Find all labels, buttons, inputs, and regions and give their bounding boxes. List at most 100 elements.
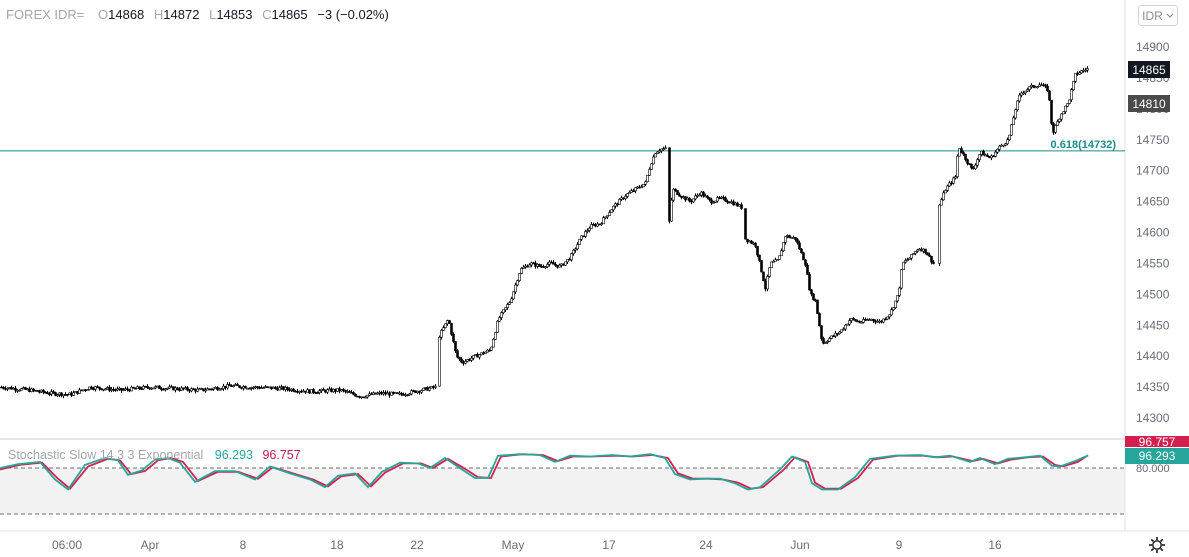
candle-body [1076,72,1079,75]
candle-body [816,299,819,314]
currency-button[interactable]: IDR [1138,5,1178,26]
candle-body [218,388,221,391]
candle-body [624,195,627,199]
candle-body [250,387,253,389]
candle-body [978,154,981,160]
candle-body [844,324,847,330]
candle-body [1060,113,1063,120]
candle-body [46,392,49,395]
candle-body [872,318,875,322]
candle-body [400,392,403,395]
candle-body [54,392,57,396]
candle-body [316,392,319,394]
candle-body [508,302,511,305]
time-tick-label: 9 [896,538,903,552]
candle-body [102,388,105,391]
candle-body [858,320,861,323]
candle-body [546,264,549,268]
time-tick-label: 18 [330,538,344,552]
candle-body [1054,125,1057,133]
price-tick-label: 14450 [1136,318,1170,332]
candle-body [648,169,651,176]
indicator-legend[interactable]: Stochastic Slow 14 3 3 Exponential 96.29… [8,448,301,462]
candle-body [908,257,911,260]
candle-body [1008,134,1011,141]
candle-body [892,307,895,311]
candle-body [914,251,917,254]
candle-body [464,360,467,364]
candle-body [708,197,711,201]
candle-body [138,386,141,389]
candle-body [1074,72,1077,82]
candle-body [278,387,281,391]
candle-body [148,387,151,390]
candle-body [156,385,159,388]
candle-body [512,291,515,300]
time-tick-label: 22 [410,538,424,552]
candle-body [692,198,695,203]
candle-body [942,192,945,201]
price-tick-label: 14900 [1136,40,1170,54]
candle-body [938,204,941,264]
candle-body [490,346,493,351]
candle-body [438,336,441,387]
high-value: 14872 [163,7,200,22]
candle-body [502,309,505,313]
candle-body [664,147,667,150]
candle-body [606,215,609,218]
second-price-badge-text: 14810 [1132,97,1166,111]
candle-body [142,385,145,390]
candle-body [6,387,9,390]
candle-body [168,386,171,389]
candle-body [444,323,447,328]
candle-body [488,349,491,352]
candle-body [82,389,85,392]
ohlc-header: FOREX IDR= O14868 H14872 L14853 C14865 −… [6,7,395,22]
candle-body [782,242,785,252]
candle-body [904,260,907,263]
candle-body [572,249,575,254]
candle-body [932,261,935,264]
price-tick-label: 14300 [1136,411,1170,425]
candle-body [812,293,815,301]
candle-body [652,156,655,165]
candle-body [110,388,113,391]
last-price-badge-text: 14865 [1132,63,1166,77]
candle-body [806,264,809,275]
candle-body [1030,84,1033,88]
stoch-d-value: 96.757 [262,448,301,462]
candle-body [924,248,927,253]
candle-body [56,394,59,397]
candle-body [1040,84,1043,87]
candle-body [230,385,233,388]
symbol-title[interactable]: FOREX IDR= [6,7,85,22]
candle-body [66,394,69,396]
candle-body [1006,139,1009,145]
candle-body [552,262,555,265]
candle-body [170,386,173,389]
candle-body [342,389,345,391]
candle-body [506,304,509,308]
candle-body [124,388,127,391]
candle-body [1072,80,1075,90]
stoch-d-badge-text: 96.757 [1139,435,1176,449]
candle-body [434,385,437,388]
candle-body [986,154,989,157]
candle-body [854,319,857,322]
candle-body [514,284,517,293]
candle-body [778,255,781,260]
candle-body [448,320,451,324]
candle-body [224,385,227,389]
candle-body [428,387,431,391]
level-80-label: 80.000 [1136,463,1170,475]
gear-icon[interactable] [1148,536,1166,554]
candle-body [450,323,453,335]
candle-body [248,387,251,390]
candle-body [586,230,589,232]
candle-body [134,387,137,390]
stochastic-lines [0,453,1089,491]
candle-body [968,163,971,165]
candle-body [180,387,183,391]
candle-body [226,384,229,389]
